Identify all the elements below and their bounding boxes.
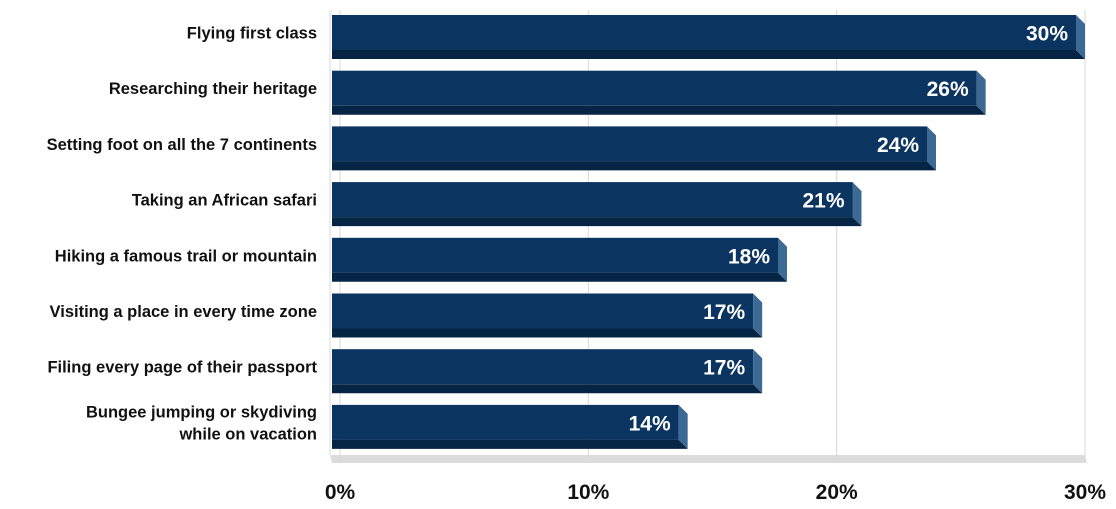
- bar-side-face: [778, 237, 787, 282]
- category-label: Setting foot on all the 7 continents: [47, 136, 317, 154]
- chart-floor: [330, 455, 1087, 463]
- bar-bottom-face: [332, 161, 936, 171]
- bar-bottom-face: [332, 105, 986, 115]
- bar: 18%: [332, 237, 787, 282]
- bar-side-face: [976, 70, 986, 115]
- bar-bottom-face: [332, 384, 763, 394]
- x-axis-tick-labels: 0% 10% 20% 30%: [325, 481, 1107, 504]
- bar-data-label: 24%: [877, 134, 919, 157]
- bar-front-face: [332, 70, 977, 106]
- x-tick-label: 20%: [816, 481, 858, 504]
- bar-front-face: [332, 293, 754, 329]
- bar-side-face: [927, 126, 936, 171]
- bar-data-label: 21%: [802, 190, 844, 213]
- bars: 30% 26% 24% 21% 18% 17% 17% 14%: [332, 15, 1085, 449]
- category-label: Taking an African safari: [132, 192, 317, 210]
- bar-bottom-face: [332, 439, 688, 449]
- bar: 14%: [332, 404, 688, 449]
- bar: 21%: [332, 182, 862, 227]
- bar-front-face: [332, 15, 1076, 50]
- category-label: Bungee jumping or skydiving while on vaca…: [86, 403, 317, 443]
- category-label: Flying first class: [187, 25, 317, 43]
- bar: 26%: [332, 70, 986, 115]
- bar-data-label: 30%: [1026, 23, 1068, 46]
- bar-bottom-face: [332, 217, 862, 227]
- bar-front-face: [332, 126, 927, 162]
- bar: 17%: [332, 349, 763, 394]
- category-label: Visiting a place in every time zone: [50, 303, 317, 321]
- bar-side-face: [753, 349, 763, 394]
- bar-data-label: 14%: [629, 412, 671, 435]
- x-tick-label: 10%: [567, 481, 609, 504]
- bar-side-face: [678, 404, 688, 449]
- bar-data-label: 17%: [703, 301, 745, 324]
- bar-data-label: 26%: [927, 78, 969, 101]
- x-tick-label: 0%: [325, 481, 356, 504]
- bar: 30%: [332, 15, 1085, 59]
- bar-bottom-face: [332, 50, 1085, 59]
- category-label: Filing every page of their passport: [47, 359, 317, 377]
- bar-front-face: [332, 349, 754, 385]
- bar: 24%: [332, 126, 936, 171]
- bar: 17%: [332, 293, 763, 338]
- bar-data-label: 17%: [703, 357, 745, 380]
- bar-bottom-face: [332, 272, 787, 282]
- bar-side-face: [1076, 15, 1085, 59]
- x-tick-label: 30%: [1064, 481, 1106, 504]
- bar-side-face: [852, 182, 862, 227]
- bar-front-face: [332, 237, 778, 273]
- bar-bottom-face: [332, 328, 763, 338]
- bar-data-label: 18%: [728, 245, 770, 268]
- bar-front-face: [332, 182, 853, 218]
- category-label: Hiking a famous trail or mountain: [55, 247, 317, 265]
- category-label: Researching their heritage: [109, 80, 317, 98]
- bar-front-face: [332, 404, 679, 440]
- category-labels: Flying first class Researching their heri…: [47, 25, 318, 444]
- bar-side-face: [753, 293, 763, 338]
